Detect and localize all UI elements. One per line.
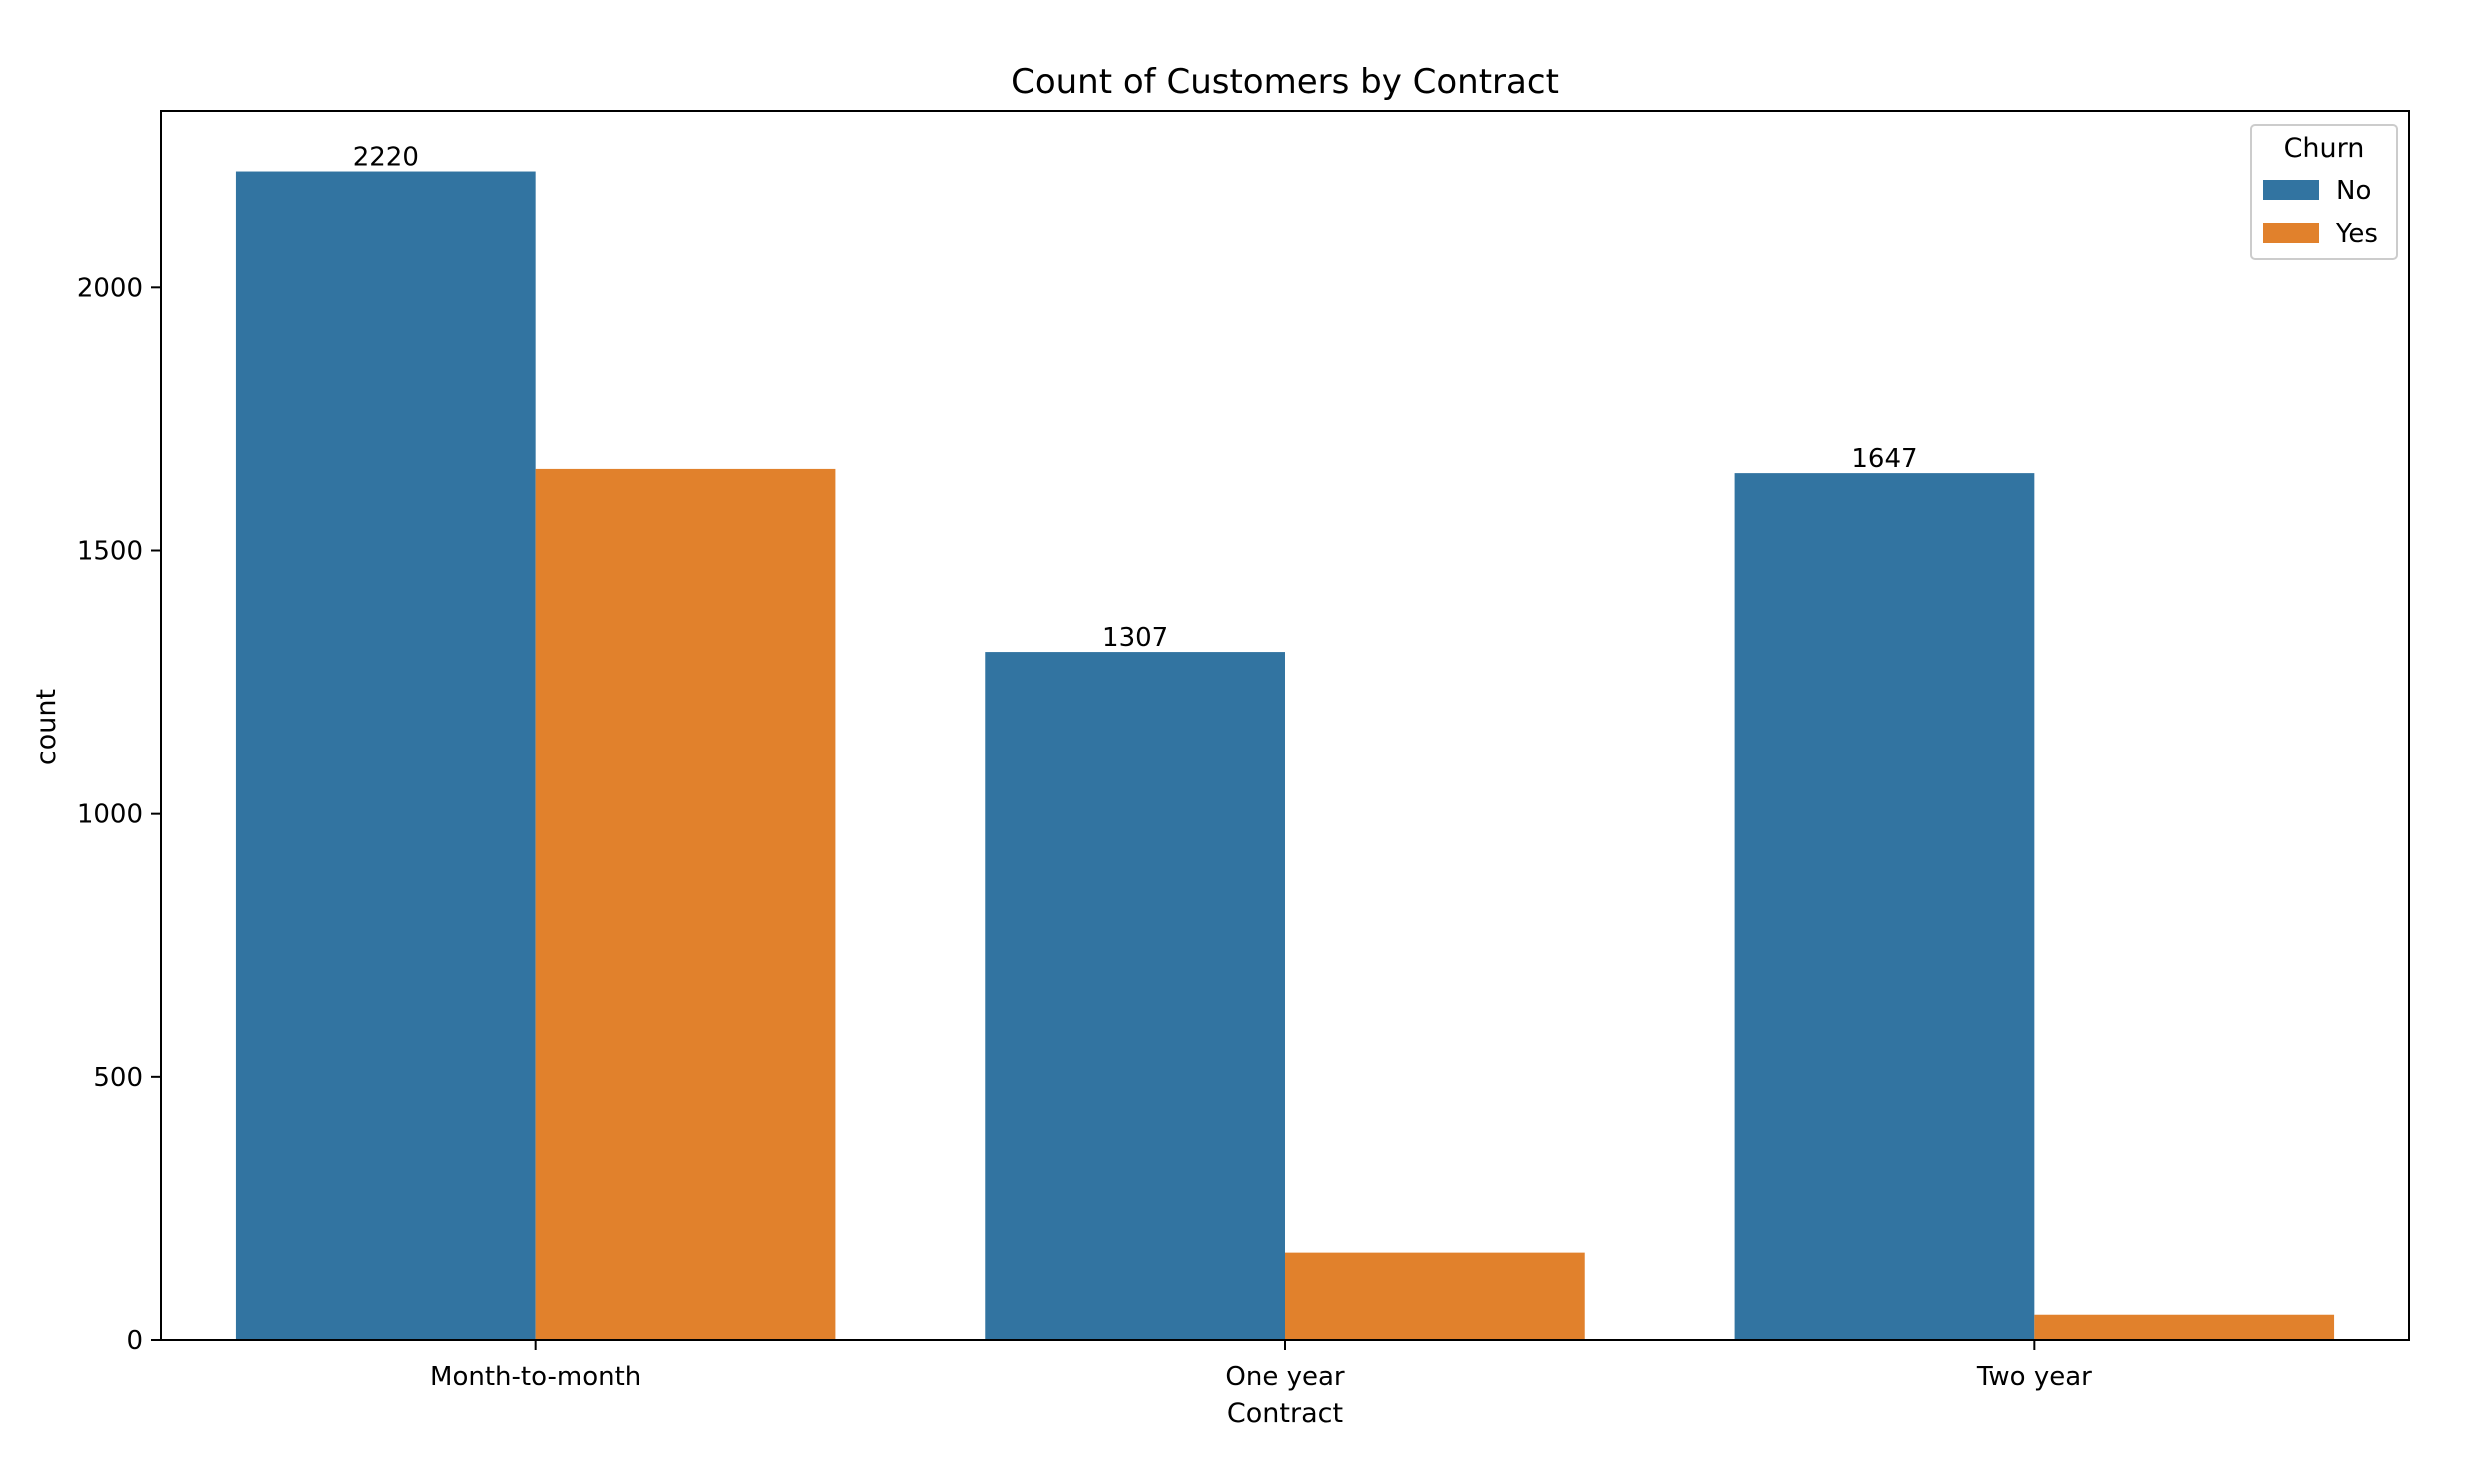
bar-value-label: 1307 bbox=[1102, 623, 1168, 653]
y-axis: 0 500 1000 1500 2000 bbox=[77, 273, 161, 1356]
bar-yes-2 bbox=[2034, 1314, 2335, 1340]
y-tick-label: 1000 bbox=[77, 800, 143, 830]
x-tick-label: Two year bbox=[1976, 1362, 2092, 1392]
bar-value-label: 2220 bbox=[353, 143, 419, 173]
x-tick-label: One year bbox=[1225, 1362, 1345, 1392]
bar-value-label: 1647 bbox=[1851, 444, 1917, 474]
y-tick-label: 500 bbox=[93, 1063, 143, 1093]
legend-swatch-yes bbox=[2263, 223, 2319, 243]
bar-yes-0 bbox=[535, 468, 836, 1341]
y-tick-label: 2000 bbox=[77, 273, 143, 303]
bar-no-2 bbox=[1734, 473, 2035, 1341]
x-axis-label: Contract bbox=[1227, 1398, 1343, 1429]
bar-yes-1 bbox=[1285, 1252, 1585, 1340]
bar-no-0 bbox=[235, 171, 536, 1340]
bar-labels-group: 2220 1307 1647 bbox=[353, 143, 1918, 654]
legend-items: No Yes bbox=[2263, 176, 2378, 249]
y-tick-label: 1500 bbox=[77, 536, 143, 566]
y-tick-label: 0 bbox=[126, 1326, 143, 1356]
legend: Churn No Yes bbox=[2250, 124, 2398, 260]
x-tick-label: Month-to-month bbox=[430, 1362, 641, 1392]
legend-swatch-no bbox=[2263, 180, 2319, 200]
chart-title: Count of Customers by Contract bbox=[1011, 62, 1559, 102]
y-axis-label: count bbox=[31, 689, 62, 765]
legend-title: Churn bbox=[2284, 133, 2365, 164]
x-axis: Month-to-month One year Two year bbox=[430, 1340, 2092, 1392]
bar-no-1 bbox=[985, 652, 1285, 1340]
legend-label-yes: Yes bbox=[2335, 219, 2378, 249]
bars-group bbox=[235, 171, 2335, 1341]
legend-label-no: No bbox=[2336, 176, 2371, 206]
